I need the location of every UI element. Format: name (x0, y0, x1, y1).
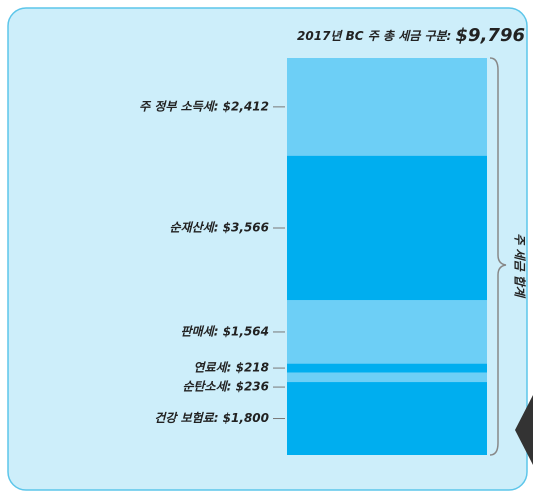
bar-segment (287, 363, 487, 373)
brace (489, 57, 507, 456)
segment-label: 연료세: $218 (194, 361, 270, 375)
bar-segment (287, 372, 487, 383)
segment-label: 건강 보험료: $1,800 (154, 411, 269, 425)
segment-label: 순탄소세: $236 (182, 380, 269, 394)
segment-label: 순재산세: $3,566 (170, 221, 269, 235)
chart-title: 2017년 BC 주 총 세금 구분: (297, 29, 451, 43)
bar-segment (287, 155, 487, 301)
chart-title-group: 2017년 BC 주 총 세금 구분: $9,796 (297, 25, 525, 46)
bar-segment (287, 382, 487, 455)
bar-segment (287, 300, 487, 364)
brace-label: 주 세금 합계 (513, 233, 527, 299)
segment-label: 판매세: $1,564 (181, 324, 269, 338)
bar-segment (287, 58, 487, 156)
arrow (515, 395, 533, 465)
segment-label: 주 정부 소득세: $2,412 (139, 99, 269, 113)
total-label: $9,796 (456, 25, 525, 46)
